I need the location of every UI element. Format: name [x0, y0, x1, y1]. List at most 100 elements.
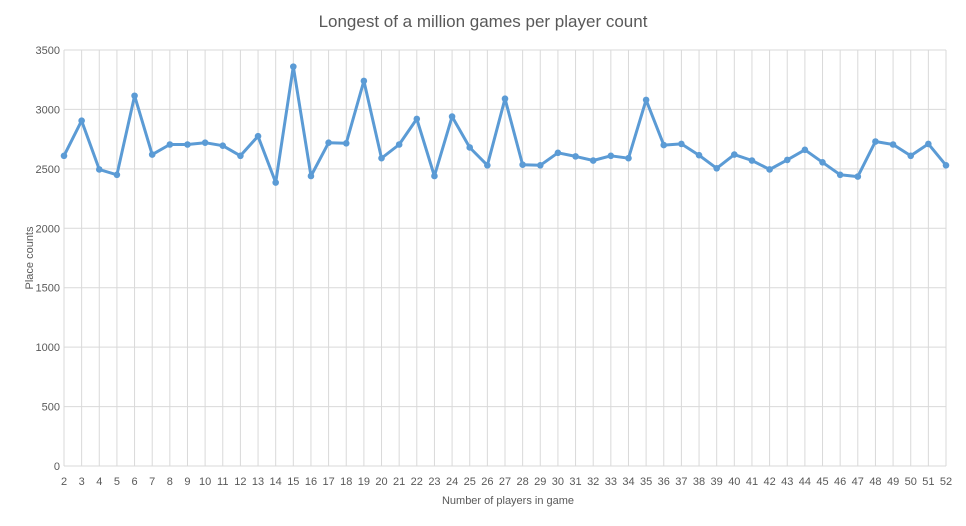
data-point — [413, 115, 421, 123]
data-point — [501, 95, 509, 103]
x-tick-label: 52 — [940, 476, 952, 488]
x-axis-ticks: 2 3 4 5 6 7 8 9 10 11 12 13 14 15 16 17 18 19 20 21 22 23 24 25… — [61, 476, 952, 488]
data-point — [872, 138, 879, 145]
x-tick-label: 39 — [711, 476, 723, 488]
x-tick-label: 24 — [446, 476, 458, 488]
y-tick-label: 3000 — [36, 104, 60, 116]
data-point — [131, 92, 138, 100]
x-tick-label: 19 — [358, 476, 370, 488]
data-point — [184, 141, 191, 148]
x-tick-label: 32 — [587, 476, 599, 488]
x-tick-label: 5 — [114, 476, 120, 488]
data-point — [748, 157, 756, 164]
x-tick-label: 11 — [217, 476, 228, 488]
x-tick-label: 36 — [658, 476, 670, 488]
data-point — [713, 164, 720, 172]
x-tick-label: 44 — [799, 476, 811, 488]
x-tick-label: 33 — [605, 476, 617, 488]
x-tick-label: 22 — [411, 476, 423, 488]
x-axis-label: Number of players in game — [441, 495, 575, 507]
data-point — [378, 154, 385, 162]
y-tick-label: 0 — [54, 461, 60, 473]
data-point — [625, 154, 632, 162]
x-tick-label: 43 — [781, 476, 793, 488]
x-tick-label: 34 — [622, 476, 634, 488]
y-tick-label: 2500 — [36, 164, 60, 176]
data-point — [607, 152, 615, 160]
x-tick-label: 46 — [834, 476, 846, 488]
data-point — [113, 171, 121, 179]
data-point — [695, 151, 703, 159]
x-tick-label: 4 — [96, 476, 102, 488]
data-point — [836, 171, 844, 179]
x-tick-label: 9 — [184, 476, 190, 488]
x-tick-label: 49 — [887, 476, 899, 488]
x-tick-label: 40 — [728, 476, 740, 488]
data-point — [589, 157, 597, 164]
data-point — [766, 166, 773, 173]
x-tick-label: 37 — [675, 476, 687, 488]
data-point — [360, 77, 368, 85]
data-point — [889, 141, 897, 148]
x-tick-label: 48 — [869, 476, 881, 488]
data-point — [519, 161, 526, 168]
data-point — [325, 139, 332, 147]
x-tick-label: 13 — [252, 476, 264, 488]
data-point — [95, 166, 103, 173]
data-point — [925, 140, 932, 148]
x-tick-label: 50 — [905, 476, 917, 488]
x-tick-label: 18 — [340, 476, 352, 488]
x-tick-label: 21 — [393, 476, 405, 488]
data-point — [448, 113, 456, 120]
chart-title: Longest of a million games per player co… — [318, 12, 648, 31]
data-point — [166, 141, 174, 148]
x-tick-label: 25 — [464, 476, 476, 488]
x-tick-label: 45 — [816, 476, 828, 488]
x-tick-label: 15 — [287, 476, 299, 488]
y-tick-label: 1000 — [36, 342, 60, 354]
x-tick-label: 29 — [534, 476, 546, 488]
data-point — [272, 179, 279, 186]
x-tick-label: 7 — [149, 476, 155, 488]
x-tick-label: 30 — [552, 476, 564, 488]
data-point — [484, 161, 491, 169]
data-point — [466, 144, 474, 151]
data-point — [572, 153, 579, 160]
data-point — [536, 161, 544, 169]
x-tick-label: 41 — [746, 476, 758, 488]
x-tick-label: 20 — [375, 476, 387, 488]
y-tick-label: 2000 — [36, 223, 60, 235]
data-point — [219, 142, 227, 149]
x-tick-label: 3 — [79, 476, 85, 488]
data-point — [431, 172, 438, 180]
data-point — [307, 172, 315, 180]
x-tick-label: 12 — [234, 476, 246, 488]
data-point — [201, 139, 209, 147]
gridlines — [63, 49, 947, 467]
x-tick-label: 16 — [305, 476, 317, 488]
y-tick-label: 1500 — [36, 283, 60, 295]
data-point — [554, 149, 562, 157]
x-tick-label: 14 — [270, 476, 282, 488]
data-point — [78, 117, 85, 125]
data-point — [942, 161, 950, 169]
x-tick-label: 10 — [199, 476, 211, 488]
data-series — [60, 63, 950, 186]
data-point — [819, 159, 826, 166]
x-tick-label: 51 — [922, 476, 934, 488]
x-tick-label: 38 — [693, 476, 705, 488]
x-tick-label: 27 — [499, 476, 511, 488]
data-point — [237, 152, 244, 160]
x-tick-label: 8 — [167, 476, 173, 488]
data-point — [801, 146, 809, 154]
x-tick-label: 6 — [131, 476, 137, 488]
y-tick-label: 3500 — [36, 45, 60, 57]
x-tick-label: 31 — [569, 476, 581, 488]
data-point — [290, 63, 297, 70]
data-point — [854, 173, 862, 180]
data-point — [395, 141, 403, 148]
data-point — [642, 96, 650, 104]
x-tick-label: 23 — [428, 476, 440, 488]
x-tick-label: 2 — [61, 476, 67, 488]
x-tick-label: 28 — [517, 476, 529, 488]
